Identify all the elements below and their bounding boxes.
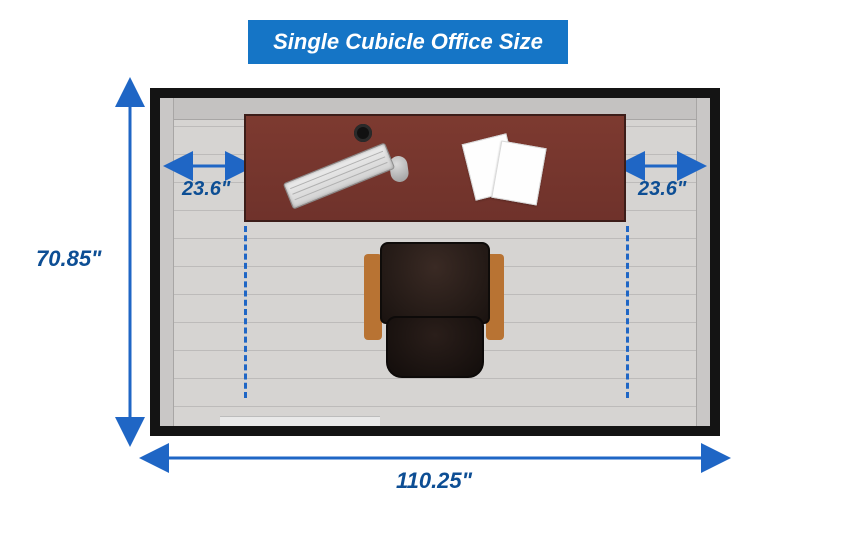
clearance-left-label: 23.6" xyxy=(182,178,230,201)
clearance-right-label: 23.6" xyxy=(638,178,686,201)
wall-left xyxy=(160,98,174,426)
wall-right xyxy=(696,98,710,426)
clearance-guide-right xyxy=(626,226,629,398)
chair-back xyxy=(380,242,490,324)
clearance-guide-left xyxy=(244,226,247,398)
title-text: Single Cubicle Office Size xyxy=(273,29,543,55)
cubicle-room: 23.6" 23.6" xyxy=(150,88,720,436)
chair-seat xyxy=(386,316,484,378)
width-dimension-label: 110.25" xyxy=(396,468,472,494)
title-banner: Single Cubicle Office Size xyxy=(248,20,568,64)
height-dimension-label: 70.85" xyxy=(36,246,101,272)
paper-sheet xyxy=(491,140,546,205)
desk xyxy=(244,114,626,222)
keyboard-icon xyxy=(283,142,395,209)
door-threshold xyxy=(220,416,380,426)
